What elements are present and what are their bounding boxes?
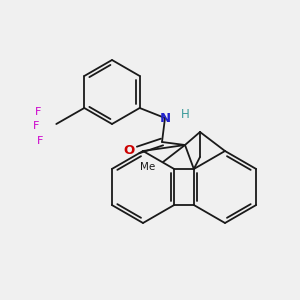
Text: F: F xyxy=(33,121,40,131)
Text: N: N xyxy=(159,112,171,124)
Text: F: F xyxy=(37,136,44,146)
Text: O: O xyxy=(123,143,135,157)
Text: Me: Me xyxy=(140,162,155,172)
Text: F: F xyxy=(35,107,41,117)
Text: H: H xyxy=(181,107,189,121)
